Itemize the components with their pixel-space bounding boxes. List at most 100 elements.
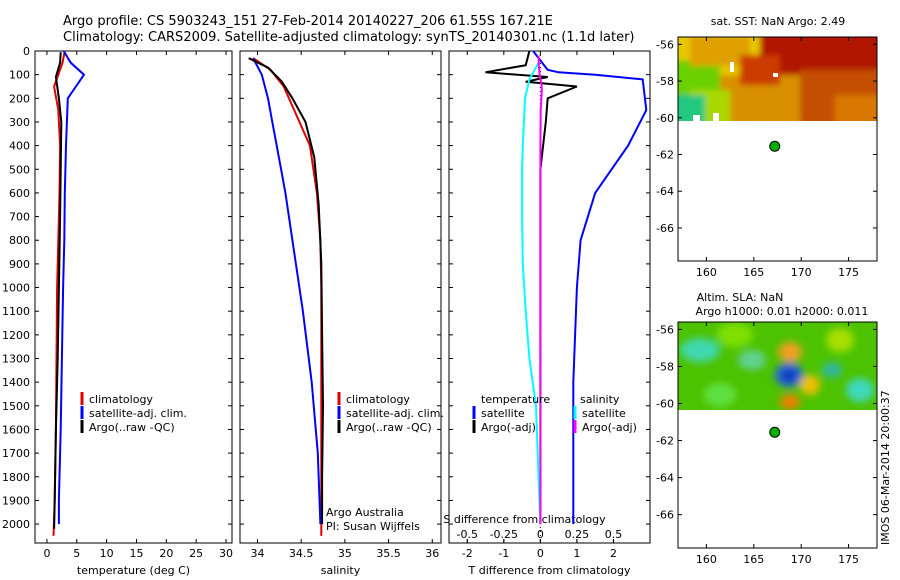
x2-tick-label: 0.25 bbox=[565, 528, 590, 541]
map-y-tick-label: -56 bbox=[656, 323, 674, 336]
x-tick-label: 35 bbox=[338, 547, 352, 560]
map-x-tick-label: 170 bbox=[791, 266, 812, 279]
y-tick-label: 1500 bbox=[2, 400, 30, 413]
series-line-salinity-argo-adj bbox=[537, 55, 543, 525]
sla-heatmap-field bbox=[678, 322, 877, 410]
x-tick-label: 10 bbox=[100, 547, 114, 560]
map-x-tick-label: 175 bbox=[838, 266, 859, 279]
temperature-legend: climatology satellite-adj. clim. Argo(..… bbox=[80, 392, 187, 434]
legend-label-temp-satellite: satellite bbox=[481, 407, 525, 420]
x2-tick-label: 0.5 bbox=[605, 528, 623, 541]
sla-map: Altim. SLA: NaN Argo h1000: 0.01 h2000: … bbox=[656, 291, 878, 566]
map-frame bbox=[677, 321, 878, 549]
header-line-2: Climatology: CARS2009. Satellite-adjuste… bbox=[63, 30, 635, 45]
x-tick-label: 0 bbox=[537, 547, 544, 560]
legend-label-satellite: satellite-adj. clim. bbox=[89, 407, 187, 420]
x-tick-label: 34.5 bbox=[289, 547, 314, 560]
sla-map-subtitle: Argo h1000: 0.01 h2000: 0.011 bbox=[696, 305, 869, 318]
plot-frame bbox=[239, 50, 442, 544]
x-tick-label: 2 bbox=[610, 547, 617, 560]
x2-tick-label: -0.5 bbox=[457, 528, 478, 541]
map-x-tick-label: 160 bbox=[696, 266, 717, 279]
x-tick-label: -2 bbox=[462, 547, 473, 560]
x-tick-label: 1 bbox=[573, 547, 580, 560]
legend-label-argo: Argo(..raw -QC) bbox=[89, 421, 175, 434]
timestamp-stamp: IMOS 06-Mar-2014 20:00:37 bbox=[879, 390, 892, 545]
x2-tick-label: -0.25 bbox=[490, 528, 518, 541]
difference-panel: -2 -1 0 1 2 T difference from climatology S di… bbox=[443, 50, 651, 577]
x-tick-label: 35.5 bbox=[376, 547, 401, 560]
map-y-tick-label: -60 bbox=[656, 112, 674, 125]
series-line-climatology bbox=[252, 57, 323, 536]
annotation-argo-australia: Argo Australia bbox=[326, 506, 404, 519]
legend-label-climatology: climatology bbox=[89, 393, 153, 406]
difference-legend: temperature salinity satellite satellite… bbox=[472, 393, 637, 434]
legend-group-salinity: salinity bbox=[580, 393, 620, 406]
y-tick-label: 200 bbox=[9, 92, 30, 105]
y-tick-label: 1400 bbox=[2, 376, 30, 389]
y-tick-label: 1600 bbox=[2, 423, 30, 436]
x-axis-label: salinity bbox=[321, 564, 361, 577]
map-x-tick-label: 165 bbox=[743, 266, 764, 279]
map-y-tick-label: -62 bbox=[656, 149, 674, 162]
annotation-pi: PI: Susan Wijffels bbox=[326, 520, 420, 533]
map-y-tick-label: -58 bbox=[656, 75, 674, 88]
sst-map-title: sat. SST: NaN Argo: 2.49 bbox=[711, 15, 845, 28]
plot-frame bbox=[34, 50, 233, 544]
x-tick-label: 0 bbox=[43, 547, 50, 560]
map-x-tick-label: 160 bbox=[696, 553, 717, 566]
legend-label-climatology: climatology bbox=[346, 393, 410, 406]
x2-axis-label: S difference from climatology bbox=[443, 513, 606, 526]
y-tick-label: 1100 bbox=[2, 305, 30, 318]
map-frame bbox=[677, 36, 878, 262]
y-tick-label: 0 bbox=[23, 45, 30, 58]
legend-label-temp-argo: Argo(-adj) bbox=[481, 421, 536, 434]
y-tick-label: 300 bbox=[9, 116, 30, 129]
series-line-argo-raw-qc bbox=[248, 57, 325, 525]
sst-heatmap-field bbox=[678, 37, 877, 121]
salinity-panel: 34 34.5 35 35.5 36 salinity bbox=[239, 50, 442, 577]
x-tick-label: 5 bbox=[73, 547, 80, 560]
legend-group-temperature: temperature bbox=[481, 393, 550, 406]
map-y-tick-label: -58 bbox=[656, 360, 674, 373]
map-x-tick-label: 170 bbox=[791, 553, 812, 566]
map-y-tick-label: -66 bbox=[656, 222, 674, 235]
map-y-tick-label: -64 bbox=[656, 472, 674, 485]
temperature-panel: 0100200300400500600700800900100011001200… bbox=[2, 45, 233, 577]
x-tick-label: 20 bbox=[159, 547, 173, 560]
x-axis-label: temperature (deg C) bbox=[77, 564, 190, 577]
x2-tick-label: 0 bbox=[537, 528, 544, 541]
legend-label-argo: Argo(..raw -QC) bbox=[346, 421, 432, 434]
series-line-temperature-satellite bbox=[532, 50, 648, 525]
x-tick-label: 36 bbox=[425, 547, 439, 560]
legend-label-satellite: satellite-adj. clim. bbox=[346, 407, 444, 420]
map-y-tick-label: -64 bbox=[656, 185, 674, 198]
sla-map-title: Altim. SLA: NaN bbox=[697, 291, 784, 304]
series-line-temperature-argo-adj bbox=[485, 50, 578, 525]
x-tick-label: -1 bbox=[498, 547, 509, 560]
y-tick-label: 1000 bbox=[2, 282, 30, 295]
map-y-tick-label: -56 bbox=[656, 38, 674, 51]
salinity-legend: climatology satellite-adj. clim. Argo(..… bbox=[326, 392, 444, 533]
map-y-tick-label: -60 bbox=[656, 398, 674, 411]
sst-map: sat. SST: NaN Argo: 2.49 -56 -58 -60 -62 -64… bbox=[656, 15, 878, 279]
series-line-argo-raw-qc bbox=[53, 52, 63, 529]
y-tick-label: 1200 bbox=[2, 329, 30, 342]
y-tick-label: 700 bbox=[9, 211, 30, 224]
series-line-satellite-adj-clim bbox=[252, 57, 322, 525]
y-tick-label: 1900 bbox=[2, 494, 30, 507]
map-y-tick-label: -66 bbox=[656, 509, 674, 522]
map-x-tick-label: 165 bbox=[743, 553, 764, 566]
y-tick-label: 1300 bbox=[2, 353, 30, 366]
y-tick-label: 900 bbox=[9, 258, 30, 271]
y-tick-label: 500 bbox=[9, 163, 30, 176]
y-tick-label: 100 bbox=[9, 69, 30, 82]
argo-location-marker bbox=[769, 140, 781, 152]
x-tick-label: 30 bbox=[219, 547, 233, 560]
y-tick-label: 2000 bbox=[2, 518, 30, 531]
plot-frame bbox=[448, 50, 651, 544]
argo-location-marker bbox=[769, 426, 781, 438]
x-tick-label: 25 bbox=[189, 547, 203, 560]
y-tick-label: 1800 bbox=[2, 471, 30, 484]
y-tick-label: 400 bbox=[9, 140, 30, 153]
